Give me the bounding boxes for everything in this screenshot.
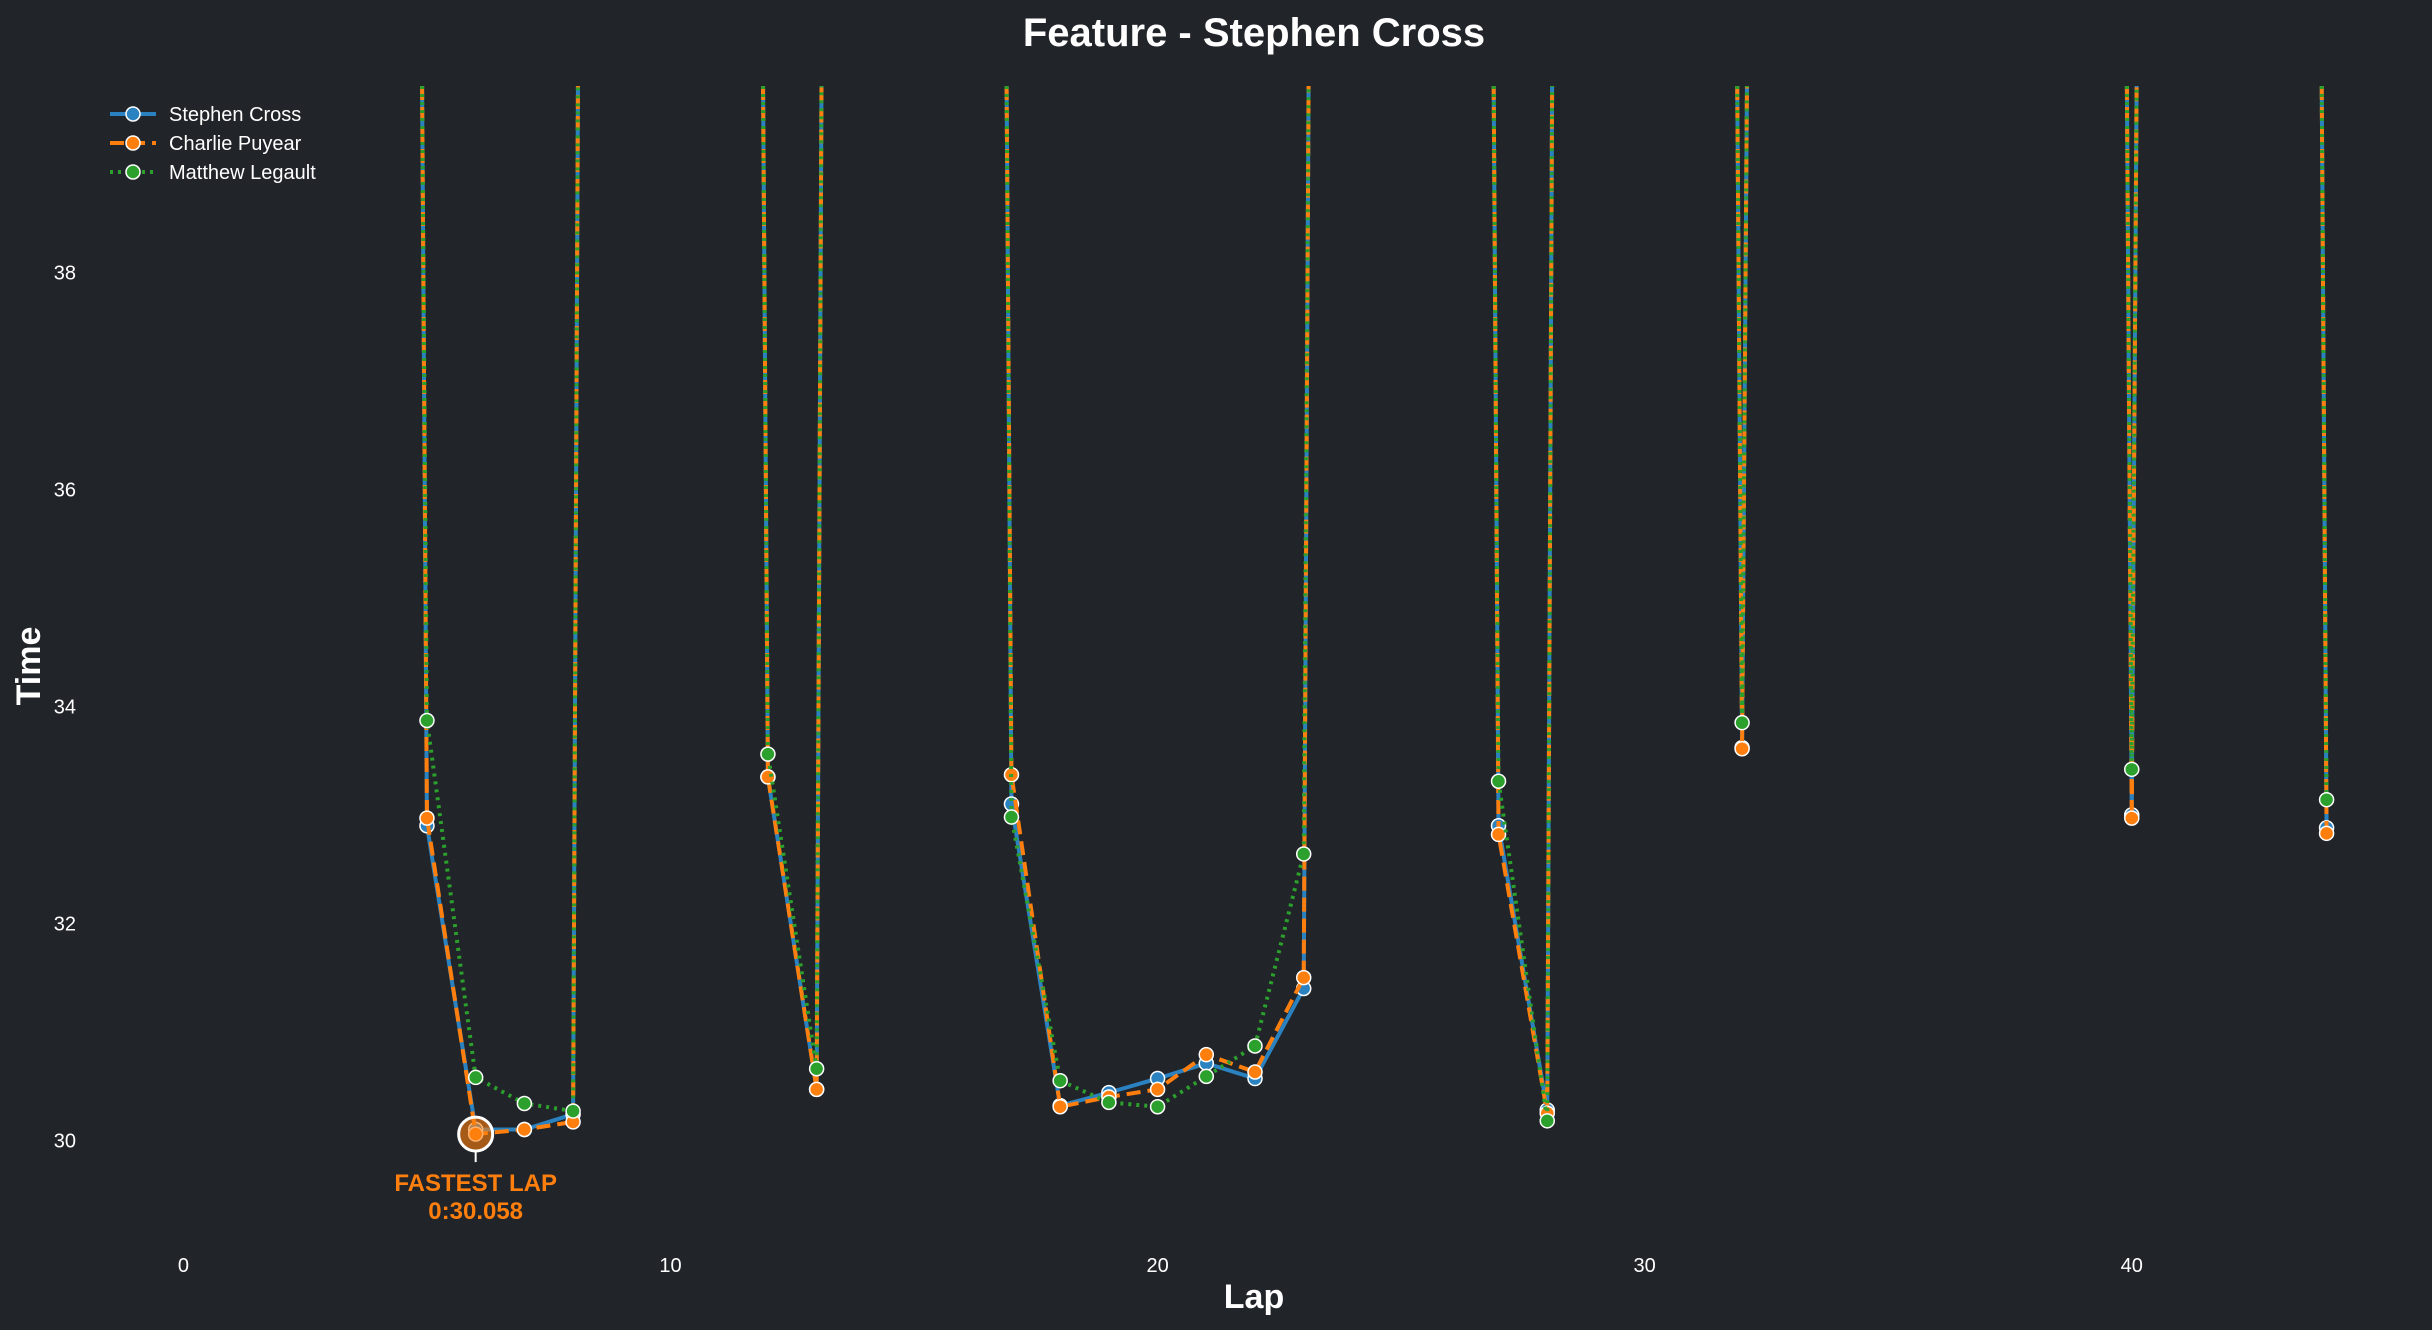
data-point: [760, 769, 776, 785]
x-tick-labels: 0 10 20 30 40: [178, 1255, 2143, 1277]
legend-label: Charlie Puyear: [169, 133, 302, 155]
data-point: [1052, 1072, 1068, 1089]
data-point: [2124, 761, 2140, 778]
legend-marker: [125, 135, 141, 151]
series-2: [419, 85, 2335, 1129]
data-point: [1247, 1038, 1263, 1054]
legend: Stephen Cross Charlie Puyear Matthew Legau…: [110, 104, 316, 184]
fastest-lap-annotation: FASTEST LAP 0:30.058: [394, 1115, 557, 1225]
data-point: [1734, 740, 1750, 757]
data-point: [1490, 773, 1507, 789]
fastest-lap-marker: [457, 1115, 495, 1153]
data-point: [467, 1069, 484, 1086]
legend-marker: [125, 106, 141, 122]
data-point: [1247, 1064, 1263, 1080]
data-point: [1003, 809, 1020, 825]
data-point: [1052, 1098, 1068, 1115]
data-point: [1295, 846, 1312, 862]
series-line: [420, 85, 2329, 1123]
data-point: [1198, 1046, 1215, 1063]
series-line: [420, 85, 2329, 1132]
series-line: [420, 85, 2329, 1137]
fastest-lap-value: 0:30.058: [428, 1198, 523, 1225]
data-point: [1539, 1113, 1555, 1129]
data-point: [1490, 826, 1507, 843]
x-axis-label: Lap: [1224, 1278, 1284, 1316]
data-point: [419, 810, 435, 826]
data-point: [1734, 714, 1750, 731]
data-point: [419, 712, 435, 729]
y-axis-label: Time: [10, 627, 48, 706]
data-point: [516, 1121, 533, 1138]
data-point: [565, 1103, 581, 1119]
data-point: [1295, 969, 1312, 986]
data-point: [2124, 810, 2140, 826]
data-point: [2318, 791, 2335, 808]
legend-label: Stephen Cross: [169, 104, 301, 126]
y-tick-label: 32: [54, 913, 76, 935]
y-tick-label: 30: [54, 1130, 76, 1152]
data-point: [808, 1061, 825, 1077]
x-tick-label: 10: [659, 1255, 681, 1277]
x-tick-label: 30: [1634, 1255, 1656, 1277]
x-tick-label: 20: [1146, 1255, 1168, 1277]
series-0: [419, 85, 2335, 1138]
data-point: [1149, 1098, 1166, 1115]
legend-label: Matthew Legault: [169, 162, 316, 184]
y-tick-labels: 30 32 34 36 38: [54, 262, 76, 1152]
x-tick-label: 0: [178, 1255, 189, 1277]
chart-title: Feature - Stephen Cross: [1023, 11, 1485, 55]
y-tick-label: 34: [54, 696, 76, 718]
data-point: [1149, 1081, 1166, 1098]
x-tick-label: 40: [2121, 1255, 2143, 1277]
data-point: [516, 1095, 533, 1112]
data-point: [808, 1081, 825, 1098]
y-tick-label: 36: [54, 479, 76, 501]
series-1: [419, 85, 2335, 1142]
data-point: [1198, 1068, 1215, 1085]
data-point: [760, 746, 776, 762]
fastest-lap-label: FASTEST LAP: [394, 1170, 557, 1197]
y-tick-label: 38: [54, 262, 76, 284]
data-point: [2318, 825, 2335, 842]
plot-area: [419, 85, 2335, 1142]
legend-marker: [125, 164, 141, 180]
data-point: [1101, 1094, 1117, 1111]
